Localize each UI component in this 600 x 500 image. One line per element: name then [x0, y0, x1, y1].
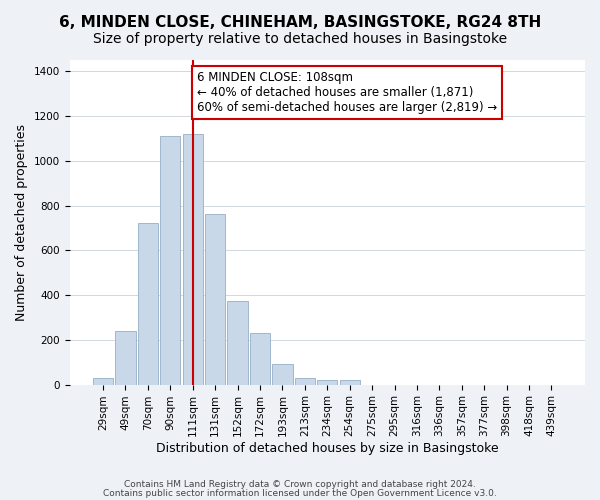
Bar [205, 214, 225, 384]
Bar [138, 224, 158, 384]
Text: 6, MINDEN CLOSE, CHINEHAM, BASINGSTOKE, RG24 8TH: 6, MINDEN CLOSE, CHINEHAM, BASINGSTOKE, … [59, 15, 541, 30]
Bar [182, 134, 203, 384]
Text: 6 MINDEN CLOSE: 108sqm
← 40% of detached houses are smaller (1,871)
60% of semi-: 6 MINDEN CLOSE: 108sqm ← 40% of detached… [197, 71, 497, 114]
Bar [340, 380, 360, 384]
Bar [93, 378, 113, 384]
X-axis label: Distribution of detached houses by size in Basingstoke: Distribution of detached houses by size … [156, 442, 499, 455]
Bar [317, 380, 337, 384]
Bar [160, 136, 181, 384]
Bar [227, 300, 248, 384]
Bar [295, 378, 315, 384]
Text: Contains public sector information licensed under the Open Government Licence v3: Contains public sector information licen… [103, 488, 497, 498]
Text: Contains HM Land Registry data © Crown copyright and database right 2024.: Contains HM Land Registry data © Crown c… [124, 480, 476, 489]
Bar [250, 333, 270, 384]
Y-axis label: Number of detached properties: Number of detached properties [15, 124, 28, 321]
Bar [272, 364, 293, 384]
Bar [115, 331, 136, 384]
Text: Size of property relative to detached houses in Basingstoke: Size of property relative to detached ho… [93, 32, 507, 46]
